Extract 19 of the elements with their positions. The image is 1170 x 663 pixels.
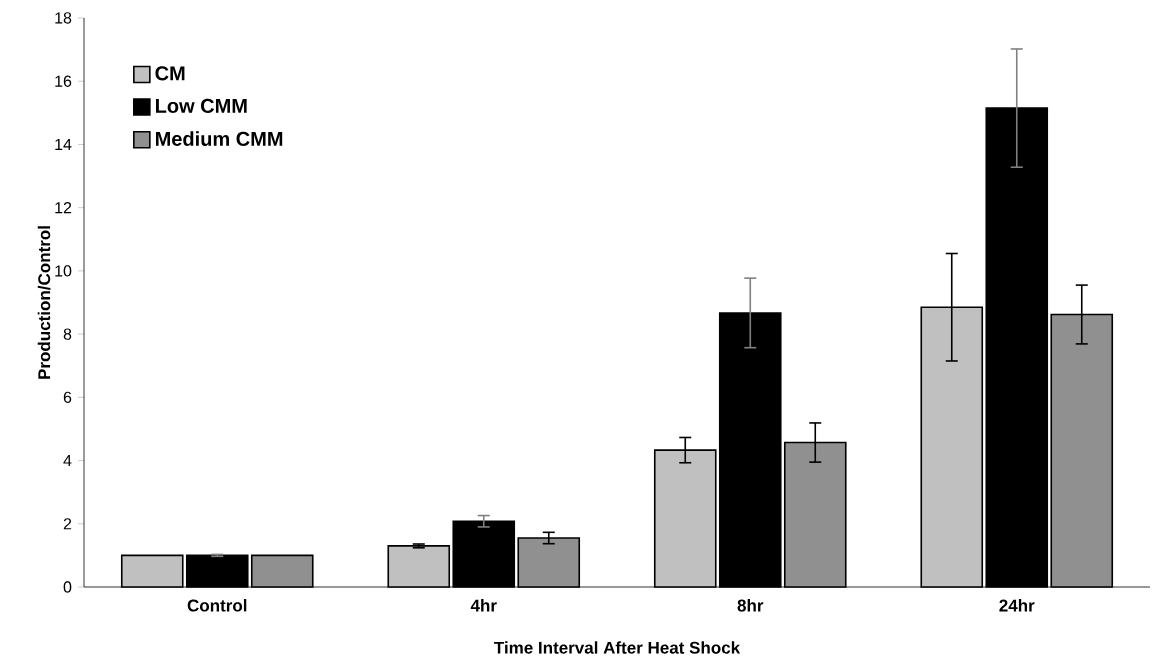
y-tick-label: 0 bbox=[63, 581, 72, 593]
y-tick-label: 18 bbox=[55, 12, 72, 24]
legend-label: Low CMM bbox=[155, 98, 247, 113]
legend-label: CM bbox=[155, 66, 185, 81]
x-tick-label: 4hr bbox=[470, 599, 497, 612]
legend-label: Medium CMM bbox=[155, 131, 283, 146]
y-tick-label: 16 bbox=[55, 75, 72, 87]
y-axis-title: Production/Control bbox=[37, 226, 51, 379]
y-tick-label: 4 bbox=[63, 455, 72, 467]
y-tick-label: 10 bbox=[55, 265, 72, 277]
x-tick-label: Control bbox=[187, 599, 247, 612]
y-tick-label: 2 bbox=[63, 518, 72, 530]
x-tick-label: 8hr bbox=[737, 599, 764, 612]
x-axis-title: Time Interval After Heat Shock bbox=[494, 641, 741, 654]
y-tick-label: 12 bbox=[55, 202, 72, 214]
y-tick-label: 6 bbox=[63, 391, 72, 403]
y-tick-label: 14 bbox=[55, 138, 72, 150]
x-tick-label: 24hr bbox=[999, 599, 1035, 612]
y-tick-label: 8 bbox=[63, 328, 72, 340]
